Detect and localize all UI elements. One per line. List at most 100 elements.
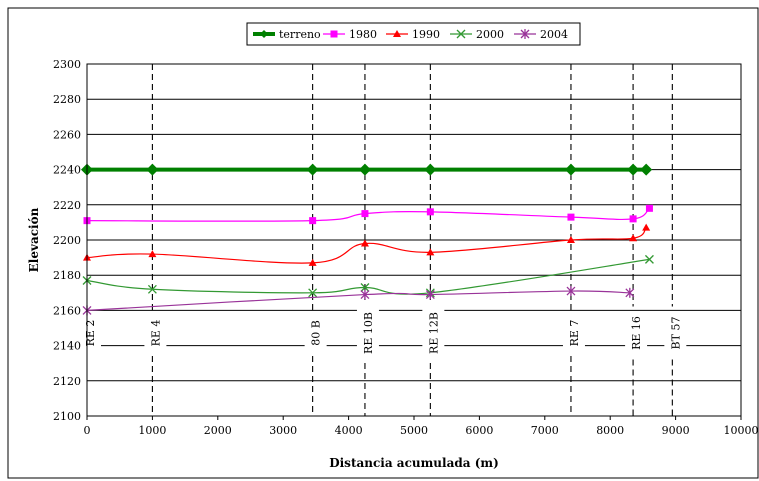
y-tick-label: 2300 [53,58,81,71]
station-label: RE 16 [630,316,643,350]
data-point [147,284,157,294]
data-point [627,163,640,176]
station-label-bg [356,309,379,357]
x-tick-label: 1000 [138,424,166,437]
data-point [567,213,575,221]
data-point [640,163,653,176]
x-tick-label: 0 [84,424,91,437]
station-label-bg [422,309,445,357]
data-point [306,163,319,176]
data-point [564,163,577,176]
legend-label: 1980 [349,28,377,41]
y-tick-label: 2280 [53,93,81,106]
station-label: RE 4 [149,320,162,347]
series-1990 [83,223,651,266]
legend-label: terreno [279,28,321,41]
legend: terreno 1980 1990 2000 2004 [246,22,581,46]
data-point [308,258,317,266]
legend-label: 2004 [540,28,568,41]
x-tick-label: 5000 [400,424,428,437]
data-point [645,204,653,212]
data-point [309,217,317,225]
series-line [86,290,630,311]
series-line [86,227,647,264]
data-point [425,289,435,300]
data-point [642,223,651,231]
y-tick-label: 2180 [53,269,81,282]
station-label: RE 10B [362,312,375,354]
data-point [644,254,654,264]
data-point-stroke [308,288,318,298]
station-label: 80 B [310,320,323,346]
y-axis-title: Elevación [27,207,41,272]
data-point [361,210,369,218]
station-label-bg [625,312,648,354]
data-point [358,163,371,176]
legend-item: terreno [253,28,321,41]
data-point [520,29,530,39]
data-point [566,236,575,243]
x-tick-label: 6000 [465,424,493,437]
data-point-stroke [360,283,370,292]
station-label-bg [144,316,167,350]
y-tick-label: 2100 [53,410,81,423]
station-label-bg [304,316,327,350]
data-point [260,30,268,38]
data-point [360,239,369,247]
y-tick-label: 2260 [53,128,81,141]
figure-border [7,7,759,479]
x-tick-label: 7000 [531,424,559,437]
legend-label: 2000 [476,28,504,41]
station-label: RE 7 [568,320,581,347]
data-point [308,288,318,298]
y-tick-label: 2160 [53,304,81,317]
data-point [360,289,370,300]
legend-item: 2000 [450,28,504,41]
axes-layer: 2100 2120 2140 2160 2180 2200 2220 2240 2260 2280… [27,58,759,470]
station-label: RE 2 [84,320,97,347]
data-point-stroke [644,254,654,264]
x-tick-label: 4000 [335,424,363,437]
station-label-bg [664,312,687,354]
grid-layer [87,63,741,417]
data-point [360,283,370,292]
legend-box [246,22,581,46]
series-line [86,258,650,295]
data-point [629,234,638,242]
x-tick-label: 8000 [596,424,624,437]
y-tick-label: 2200 [53,234,81,247]
series-line [86,207,650,222]
data-point [146,163,159,176]
data-point-stroke [456,29,466,39]
legend-item: 1980 [323,28,377,41]
y-tick-label: 2120 [53,375,81,388]
data-point [330,30,338,38]
x-tick-label: 10000 [724,424,759,437]
x-tick-label: 9000 [662,424,690,437]
data-point [424,163,437,176]
data-point [629,215,637,223]
data-point [566,286,576,297]
station-label-bg [562,316,585,350]
x-axis-title: Distancia acumulada (m) [329,456,499,470]
x-tick-label: 3000 [269,424,297,437]
series-1980 [83,204,653,225]
data-point [393,30,401,37]
station-label-bg [79,316,101,350]
station-label: RE 12B [427,312,440,354]
data-point [625,287,635,298]
data-point [456,29,466,39]
legend-item: 2004 [514,28,568,41]
data-point [426,248,435,256]
data-point [426,208,434,216]
data-point [148,250,157,258]
data-point-stroke [147,284,157,294]
legend-label: 1990 [412,28,440,41]
series-terreno [81,163,653,176]
x-tick-label: 2000 [204,424,232,437]
y-tick-label: 2140 [53,340,81,353]
legend-item: 1990 [386,28,440,41]
y-tick-label: 2220 [53,199,81,212]
